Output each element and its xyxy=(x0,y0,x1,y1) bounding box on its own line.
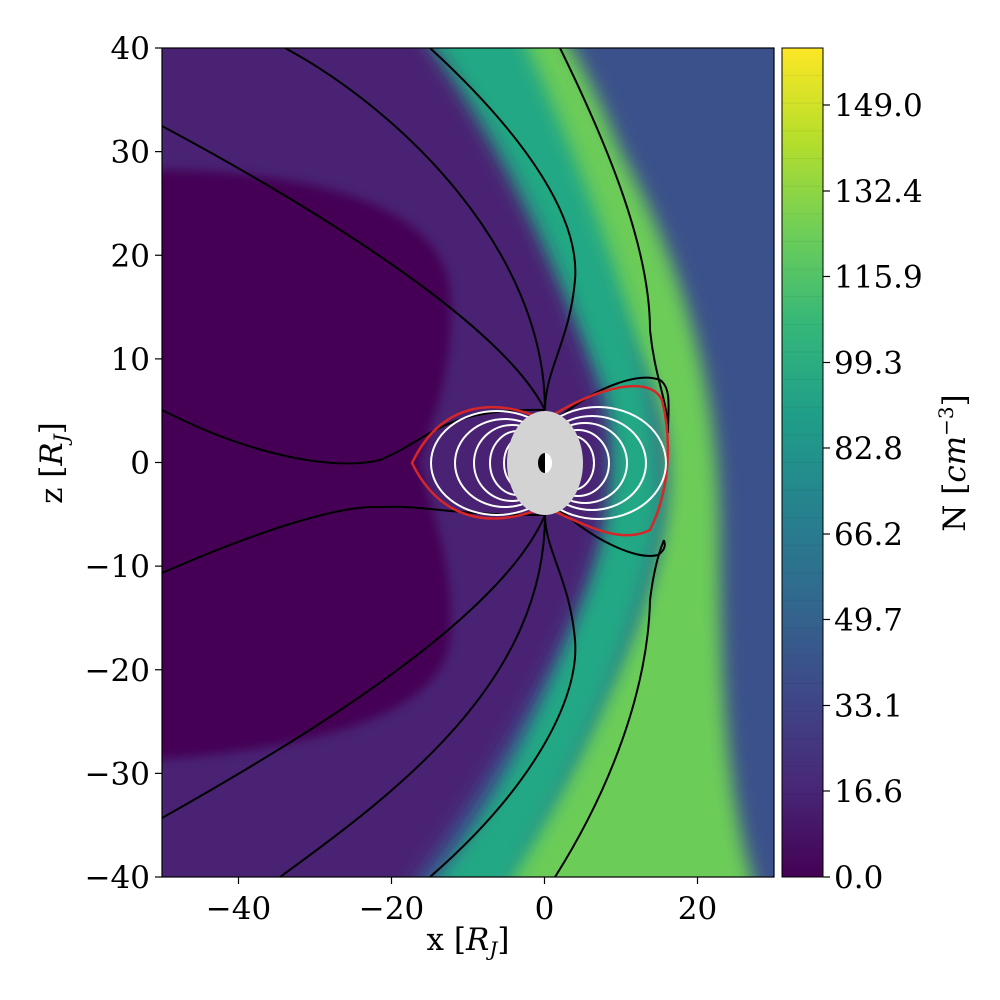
y-tick-label: −20 xyxy=(85,653,150,689)
colorbar: 0.0 16.6 33.1 49.7 66.2 82.8 99.3 115.9 132.4 149… xyxy=(781,47,973,896)
magnetosheath-region xyxy=(444,48,753,877)
y-tick-label: −30 xyxy=(85,756,150,792)
y-tick-label: 0 xyxy=(130,446,150,482)
y-axis: 40 30 20 10 0 −10 −20 −30 −40 xyxy=(85,31,162,896)
colorbar-gradient xyxy=(782,48,823,877)
colorbar-tick-label: 49.7 xyxy=(834,602,903,638)
y-tick-label: 20 xyxy=(111,238,150,274)
y-tick-label: 10 xyxy=(111,342,150,378)
lobe-region xyxy=(162,170,451,760)
colorbar-tick-label: 132.4 xyxy=(834,174,923,210)
colorbar-label: N [cm−3] xyxy=(934,394,973,531)
colorbar-tick-label: 149.0 xyxy=(834,88,923,124)
x-axis-label: x [RJ] xyxy=(427,922,510,961)
colorbar-ticks: 0.0 16.6 33.1 49.7 66.2 82.8 99.3 115.9 132.4 149… xyxy=(823,88,923,896)
x-tick-label: −20 xyxy=(359,891,424,927)
colorbar-tick-label: 33.1 xyxy=(834,689,903,725)
x-tick-label: −40 xyxy=(206,891,271,927)
planet xyxy=(507,411,583,515)
y-tick-label: −40 xyxy=(85,860,150,896)
x-tick-label: 0 xyxy=(535,891,555,927)
y-tick-label: 30 xyxy=(111,135,150,171)
colorbar-level-bands xyxy=(782,75,823,850)
colorbar-frame xyxy=(781,47,824,878)
density-heatmap xyxy=(162,48,774,877)
colorbar-tick-label: 16.6 xyxy=(834,774,903,810)
last-closed-field-line xyxy=(410,385,670,537)
magnetosheath-inner-region xyxy=(409,48,662,877)
y-axis-label: z [RJ] xyxy=(34,422,73,504)
x-tick-label: 20 xyxy=(678,891,717,927)
colorbar-tick-label: 0.0 xyxy=(834,860,883,896)
planet-day-side xyxy=(545,453,552,473)
y-tick-label: 40 xyxy=(111,31,150,67)
colorbar-tick-label: 115.9 xyxy=(834,259,923,295)
planet-night-side xyxy=(538,453,545,473)
colorbar-tick-label: 66.2 xyxy=(834,517,903,553)
y-tick-label: −10 xyxy=(85,549,150,585)
colorbar-tick-label: 99.3 xyxy=(834,346,903,382)
x-axis: −40 −20 0 20 xyxy=(206,877,717,927)
colorbar-tick-label: 82.8 xyxy=(834,431,903,467)
